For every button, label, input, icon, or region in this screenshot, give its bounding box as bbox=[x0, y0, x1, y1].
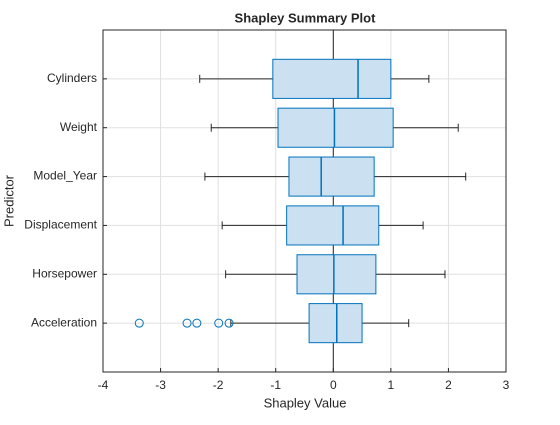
plot-frame bbox=[102, 29, 507, 373]
y-tick-label: Cylinders bbox=[47, 71, 97, 85]
x-tick-label: -4 bbox=[98, 378, 109, 392]
y-tick-label: Acceleration bbox=[31, 315, 97, 329]
y-tick-label: Horsepower bbox=[32, 266, 97, 280]
x-tick-label: -1 bbox=[270, 378, 281, 392]
x-tick-label: -3 bbox=[155, 378, 166, 392]
y-tick-label: Displacement bbox=[24, 218, 97, 232]
x-tick-label: -2 bbox=[213, 378, 224, 392]
x-tick-label: 1 bbox=[388, 378, 395, 392]
chart-title: Shapley Summary Plot bbox=[235, 10, 377, 25]
x-tick-label: 2 bbox=[445, 378, 452, 392]
outlier bbox=[134, 318, 144, 328]
outlier bbox=[192, 318, 202, 328]
y-tick-label: Model_Year bbox=[33, 169, 97, 183]
outlier bbox=[214, 318, 224, 328]
box bbox=[272, 58, 392, 99]
outlier bbox=[182, 318, 192, 328]
box bbox=[288, 156, 375, 197]
x-axis-label: Shapley Value bbox=[264, 395, 347, 410]
x-tick-label: 3 bbox=[503, 378, 510, 392]
y-axis-label: Predictor bbox=[1, 174, 16, 227]
box bbox=[286, 205, 380, 246]
box bbox=[296, 254, 377, 295]
box bbox=[308, 303, 363, 344]
outlier bbox=[224, 318, 234, 328]
y-tick-label: Weight bbox=[60, 120, 98, 134]
box bbox=[277, 107, 394, 148]
x-tick-label: 0 bbox=[330, 378, 337, 392]
